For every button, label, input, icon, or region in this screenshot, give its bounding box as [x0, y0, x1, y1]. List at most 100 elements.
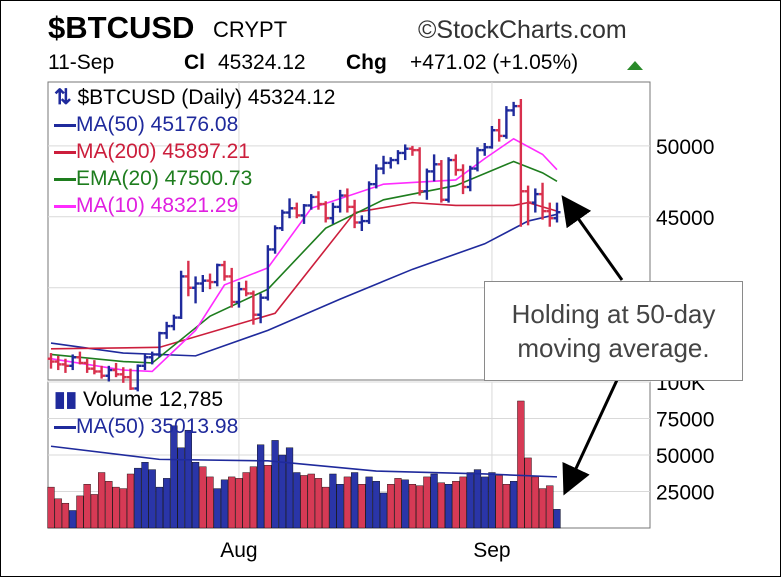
- volume-bar: [314, 478, 323, 529]
- legend-title-row: ⇅ $BTCUSD (Daily) 45324.12: [54, 84, 335, 111]
- volume-bar: [343, 476, 351, 529]
- volume-bar: [220, 479, 229, 529]
- ohlc-bar: [83, 358, 91, 373]
- annotation-text: Holding at 50-day moving average.: [511, 299, 716, 363]
- ohlc-bar: [54, 355, 62, 371]
- arrow-to-volume: [562, 379, 619, 496]
- price-legend: ⇅ $BTCUSD (Daily) 45324.12 MA(50) 45176.…: [54, 84, 335, 219]
- volume-bar: [466, 472, 474, 529]
- ohlc-bar: [228, 267, 236, 308]
- volume-bar: [510, 481, 518, 529]
- volume-bar: [459, 476, 467, 529]
- volume-bar: [517, 400, 525, 529]
- volume-bar: [365, 476, 373, 529]
- x-tick-label: Sep: [473, 539, 510, 562]
- legend-ma10-label: MA(10) 48321.29: [76, 194, 239, 217]
- ohlc-bar: [445, 157, 453, 203]
- ohlc-bar: [127, 368, 135, 390]
- price-tick-label: 50000: [656, 136, 714, 159]
- x-tick-label: Aug: [220, 539, 257, 562]
- ohlc-bar: [69, 354, 77, 371]
- volume-bar: [336, 484, 344, 529]
- ohlc-bar: [423, 168, 431, 200]
- volume-bar: [249, 466, 258, 529]
- ohlc-bar: [380, 155, 388, 175]
- volume-bar: [473, 469, 482, 529]
- volume-bar: [112, 486, 120, 529]
- ohlc-bar: [517, 99, 525, 227]
- volume-bar: [61, 502, 70, 529]
- volume-bar: [235, 478, 243, 529]
- ohlc-icon: ⇅: [54, 86, 72, 109]
- volume-legend: ▮▮ Volume 12,785 MA(50) 35013.98: [54, 386, 238, 440]
- volume-bar: [163, 478, 171, 529]
- ohlc-bar: [510, 101, 518, 117]
- ohlc-bar: [300, 204, 308, 224]
- vol-ma50-swatch: [54, 425, 76, 429]
- volume-bar: [141, 462, 149, 529]
- brand-logo: ©StockCharts.com: [418, 16, 627, 45]
- volume-bar: [372, 481, 380, 529]
- volume-bar: [184, 429, 192, 529]
- volume-bar: [531, 476, 539, 529]
- ohlc-bar: [293, 202, 301, 219]
- volume-tick-label: 75000: [656, 409, 714, 432]
- volume-bar: [126, 473, 135, 529]
- ohlc-bar: [495, 118, 503, 142]
- ohlc-bar: [286, 198, 294, 219]
- legend-ema20-label: EMA(20) 47500.73: [76, 167, 253, 190]
- ohlc-bar: [206, 273, 214, 290]
- ohlc-bar: [394, 150, 402, 165]
- ohlc-bar: [314, 191, 322, 210]
- volume-bar: [206, 476, 214, 529]
- ohlc-bar: [546, 202, 554, 227]
- ohlc-bar: [278, 209, 286, 231]
- volume-ma50-label: MA(50) 35013.98: [76, 415, 239, 438]
- volume-bar: [271, 440, 279, 529]
- ohlc-bar: [141, 354, 149, 371]
- ohlc-bar: [343, 188, 351, 213]
- volume-bar: [105, 481, 113, 529]
- ohlc-bar: [163, 321, 171, 339]
- volume-ma50-line: [50, 445, 558, 478]
- ohlc-bar: [235, 282, 243, 308]
- ohlc-bar: [452, 154, 460, 176]
- ohlc-bar: [155, 331, 163, 358]
- volume-bar: [83, 484, 91, 529]
- ohlc-bar: [531, 188, 539, 213]
- close-value: 45324.12: [218, 51, 306, 74]
- ohlc-bar: [466, 165, 474, 192]
- volume-bar: [322, 486, 330, 529]
- volume-bar: [134, 467, 142, 529]
- volume-bar: [119, 488, 127, 529]
- ohlc-bar: [184, 260, 192, 297]
- volume-bar: [264, 465, 272, 529]
- ema20-line: [50, 160, 558, 364]
- volume-tick-label: 50000: [656, 445, 714, 468]
- volume-bar: [307, 473, 315, 529]
- volume-bar: [401, 479, 409, 529]
- ohlc-bar: [105, 365, 113, 382]
- ohlc-bar: [329, 202, 337, 224]
- up-triangle-icon: [627, 61, 643, 70]
- ohlc-bar: [257, 293, 265, 324]
- ohlc-bar: [220, 260, 228, 281]
- volume-bar: [228, 476, 236, 529]
- volume-bar: [242, 472, 250, 529]
- ohlc-bar: [322, 201, 330, 223]
- volume-bar: [430, 473, 438, 529]
- ohlc-bar: [372, 164, 380, 189]
- ohlc-bar: [416, 147, 424, 196]
- ohlc-bar: [242, 280, 250, 297]
- volume-bar: [408, 484, 417, 529]
- ma10-swatch: [54, 204, 76, 208]
- volume-bar: [177, 447, 185, 529]
- legend-ema20: EMA(20) 47500.73: [54, 165, 335, 192]
- ohlc-bar: [177, 270, 185, 319]
- volume-bar: [423, 476, 431, 529]
- volume-bar: [387, 484, 395, 529]
- ohlc-bar: [365, 181, 373, 224]
- ohlc-bar: [387, 157, 395, 169]
- volume-bar: [444, 484, 453, 529]
- ma200-swatch: [54, 150, 76, 154]
